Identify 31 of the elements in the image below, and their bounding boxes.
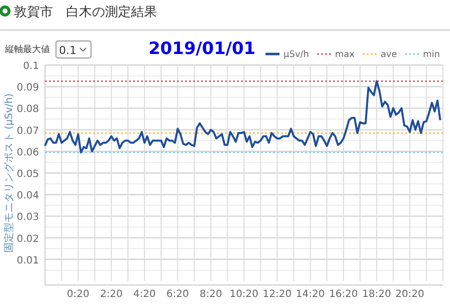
y-tick-label: 0.04 bbox=[16, 190, 39, 202]
x-tick-label: 16:20 bbox=[329, 289, 358, 300]
text: 縦軸最大値 bbox=[4, 44, 50, 55]
x-tick-label: 18:20 bbox=[362, 289, 392, 300]
line-series bbox=[44, 80, 442, 154]
y-tick-label: 0.09 bbox=[16, 82, 39, 94]
legend-label: max bbox=[335, 50, 356, 60]
y-tick-label: 0.05 bbox=[16, 169, 39, 180]
y-tick-label: 0.03 bbox=[16, 212, 39, 224]
x-tick-label: 0:20 bbox=[66, 289, 90, 300]
text: 0.1 bbox=[59, 44, 76, 57]
x-tick-label: 12:20 bbox=[262, 289, 292, 300]
x-tick-label: 4:20 bbox=[133, 289, 156, 300]
y-tick-label: 0.06 bbox=[16, 147, 39, 158]
chart-subtitle: 2019/01/01 bbox=[148, 39, 256, 59]
x-tick-label: 20:20 bbox=[395, 289, 424, 300]
legend-label: ave bbox=[380, 50, 398, 60]
x-tick-label: 14:20 bbox=[296, 289, 325, 300]
chart-title: 敦賀市 白木の測定結果 bbox=[14, 5, 157, 20]
y-tick-label: 0.02 bbox=[16, 234, 39, 245]
y-tick-label: 0.08 bbox=[16, 104, 39, 116]
x-tick-label: 10:20 bbox=[230, 289, 258, 300]
y-tick-label: 0.07 bbox=[16, 126, 39, 137]
x-tick-label: 2:20 bbox=[100, 289, 123, 300]
x-tick-label: 8:20 bbox=[200, 289, 222, 300]
legend-label: μSv/h bbox=[284, 50, 310, 60]
x-tick-label: 6:20 bbox=[166, 289, 189, 300]
y-tick-label: 0.1 bbox=[23, 61, 39, 72]
y-axis-title: 固定型モニタリングポスト (μSv/h) bbox=[3, 93, 15, 253]
legend-label: min bbox=[423, 50, 440, 60]
y-tick-label: 0.01 bbox=[16, 255, 39, 266]
